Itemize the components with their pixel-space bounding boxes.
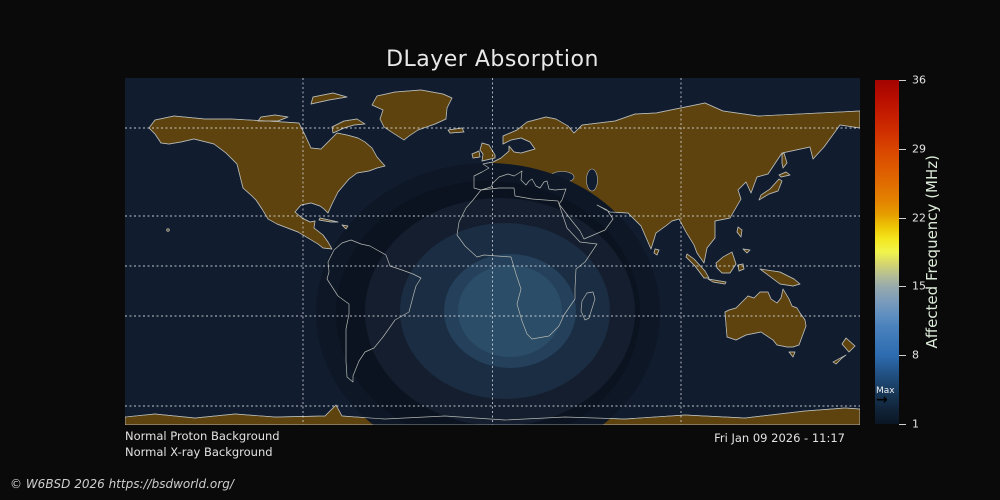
colorbar-tick: 22	[899, 212, 926, 224]
colorbar-axis-label-text: Affected Frequency (MHz)	[923, 155, 941, 349]
tick-mark	[899, 286, 906, 287]
colorbar-tick: 8	[899, 349, 919, 361]
tick-label: 29	[912, 142, 926, 156]
caspian-sea	[586, 168, 598, 192]
tick-label: 1	[912, 417, 919, 431]
colorbar-tick: 36	[899, 74, 926, 86]
colorbar-max-label: Max	[876, 386, 895, 396]
absorption-overlay	[316, 163, 660, 425]
timestamp: Fri Jan 09 2026 - 11:17	[714, 431, 845, 445]
copyright: © W6BSD 2026 https://bsdworld.org/	[10, 477, 234, 491]
map-canvas	[125, 78, 860, 425]
xray-status: Normal X-ray Background	[125, 445, 273, 459]
tick-mark	[899, 80, 906, 81]
page-title: DLayer Absorption	[386, 47, 599, 72]
tick-mark	[899, 355, 906, 356]
absorption-core-max	[458, 265, 562, 357]
tick-label: 22	[912, 211, 926, 225]
colorbar-tick: 15	[899, 280, 926, 292]
colorbar-max-arrow-icon: →	[876, 392, 888, 408]
proton-status: Normal Proton Background	[125, 429, 280, 443]
colorbar: Max →	[875, 80, 899, 424]
tick-label: 8	[912, 348, 919, 362]
tick-label: 36	[912, 73, 926, 87]
tick-mark	[899, 218, 906, 219]
tick-mark	[899, 424, 906, 425]
world-map	[125, 78, 860, 425]
status-panel: Normal Proton Background Normal X-ray Ba…	[125, 428, 280, 460]
colorbar-tick: 1	[899, 418, 919, 430]
colorbar-axis-label: Affected Frequency (MHz)	[915, 80, 949, 424]
tick-label: 15	[912, 279, 926, 293]
colorbar-tick: 29	[899, 143, 926, 155]
tick-mark	[899, 149, 906, 150]
graticule	[125, 78, 860, 425]
